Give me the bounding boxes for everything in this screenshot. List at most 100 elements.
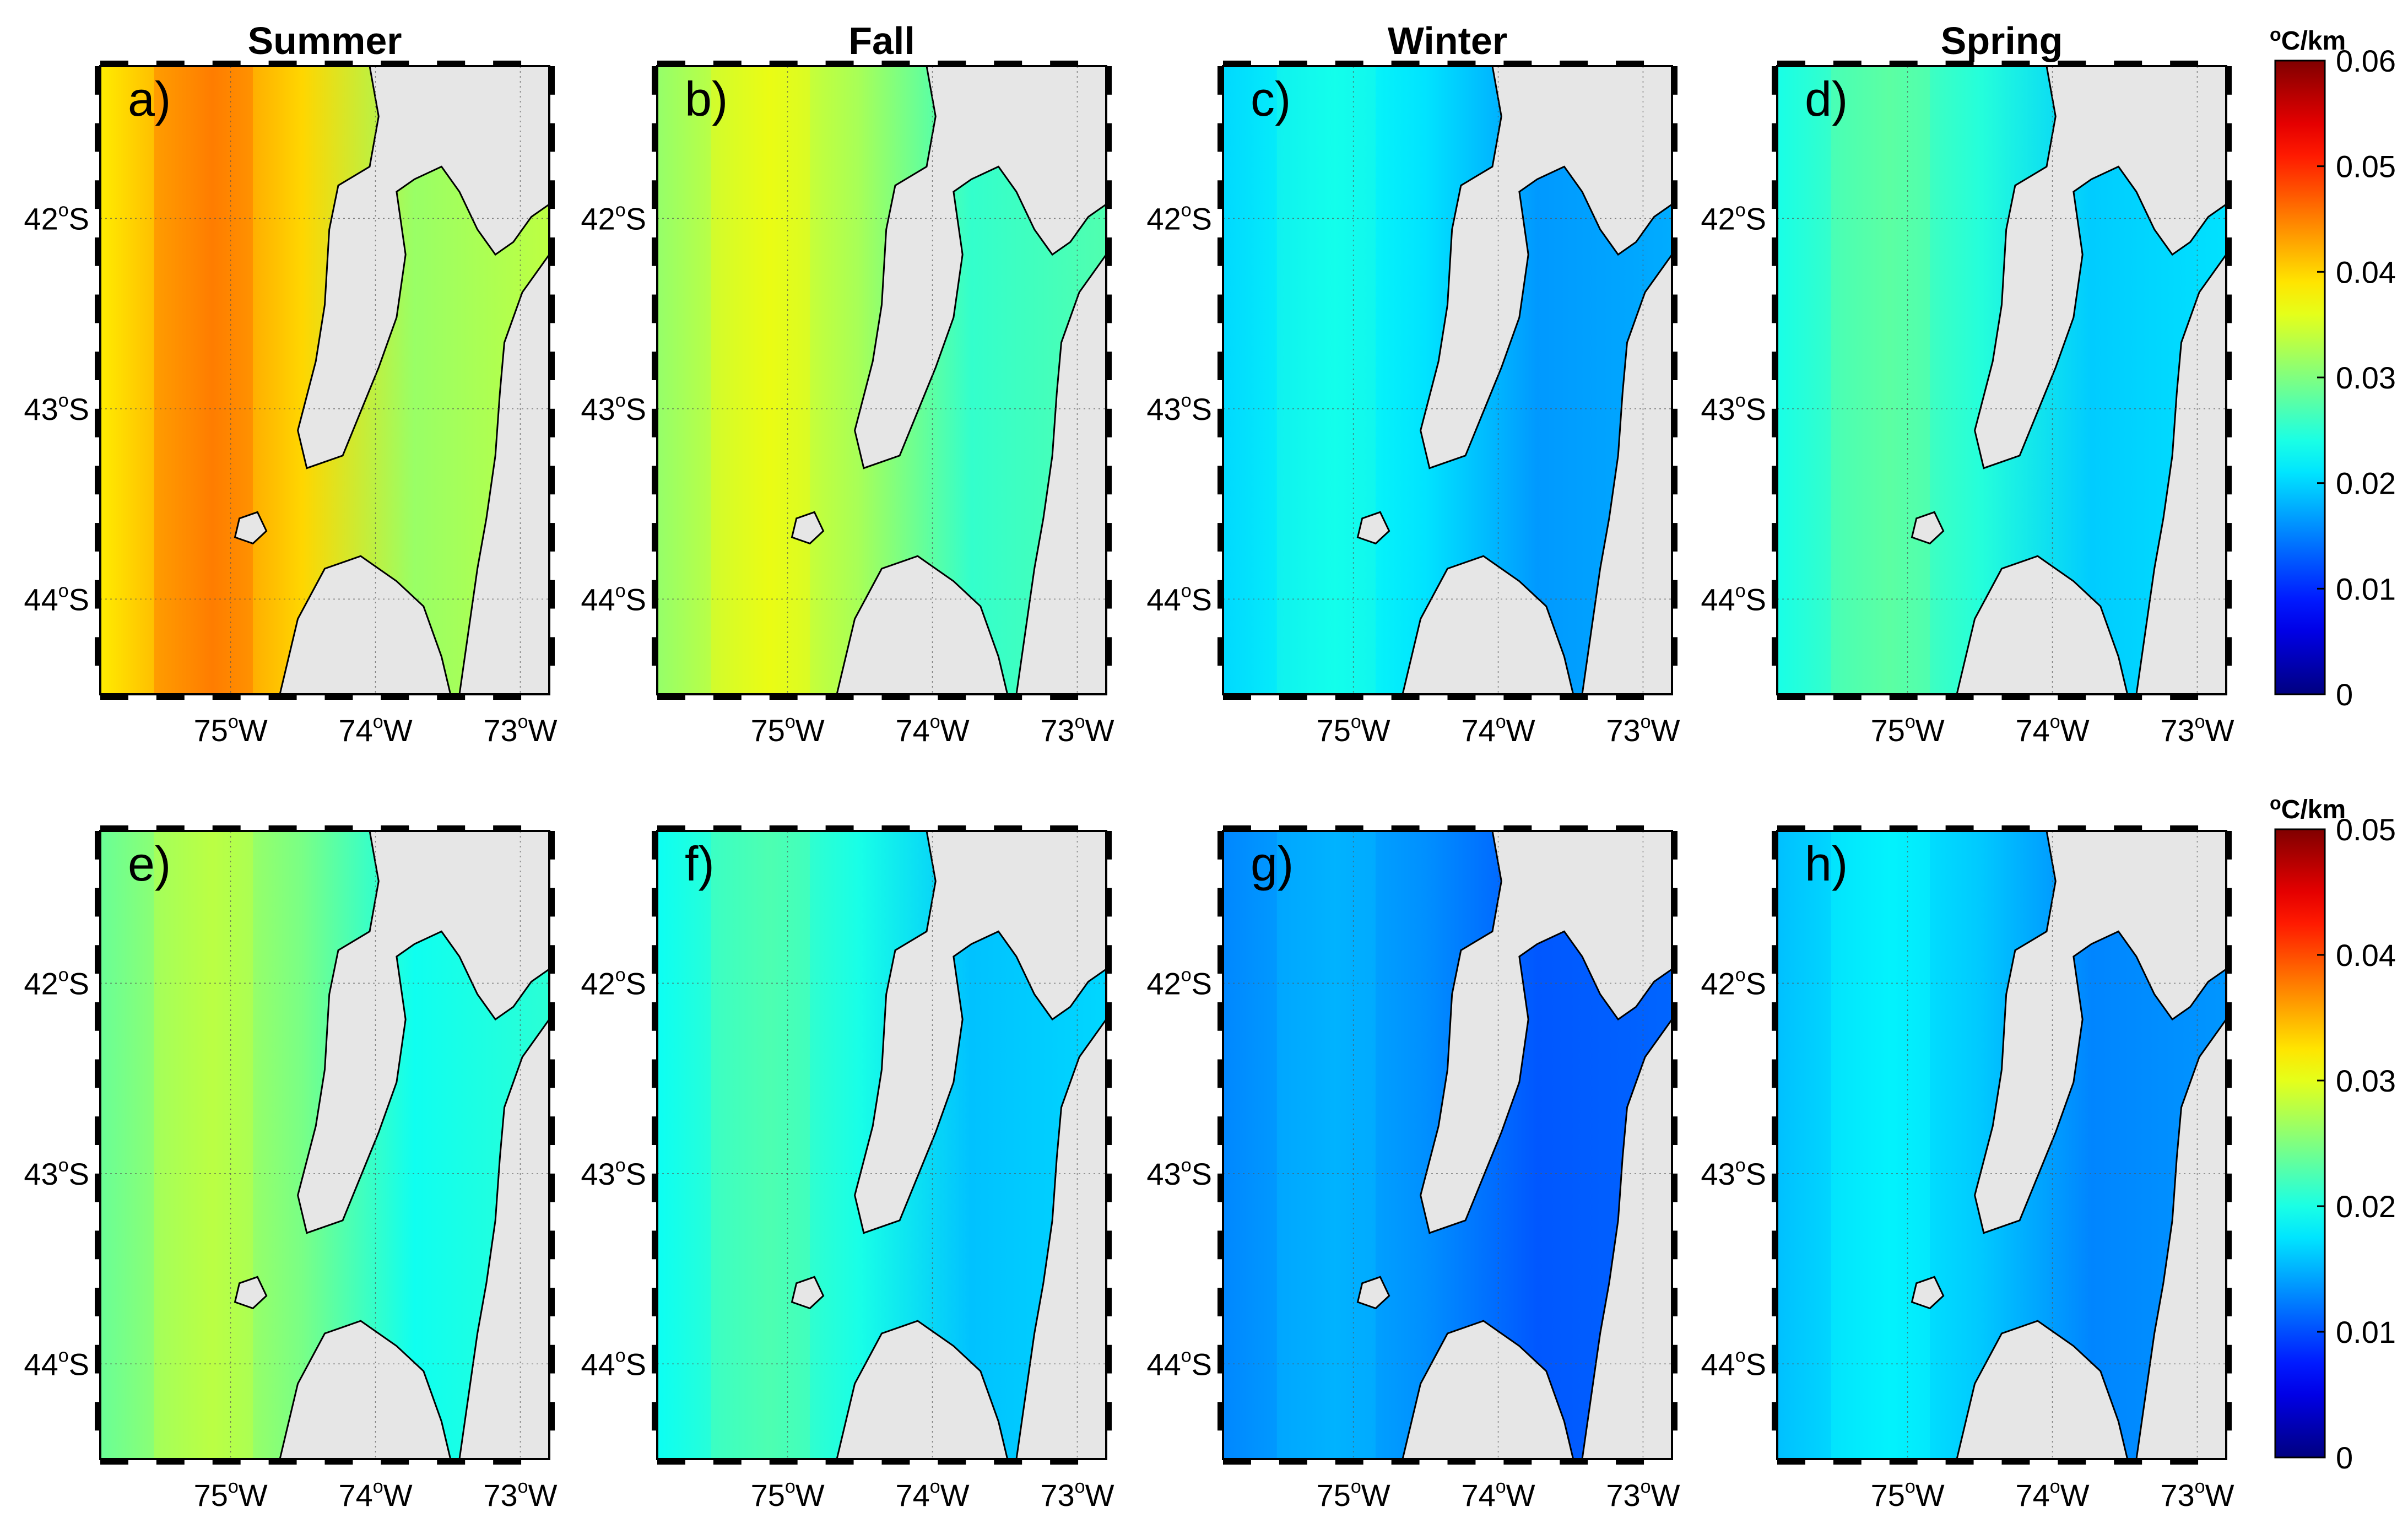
frame-tick-top [268,825,297,831]
frame-tick-bottom [212,694,241,700]
frame-tick-left [1217,408,1223,438]
frame-tick-right [549,466,555,495]
frame-tick-right [2226,831,2232,860]
frame-tick-right [1106,466,1112,495]
frame-tick-top [994,61,1022,66]
frame-tick-left [1217,1230,1223,1260]
frame-tick-top [938,61,966,66]
frame-tick-top [938,825,966,831]
frame-tick-bottom [1391,1459,1420,1465]
frame-tick-top [1391,61,1420,66]
frame-tick-bottom [1616,1459,1644,1465]
panel-a: a) 75oW 74oW 73oW 42oS 43oS 44oS [24,61,558,748]
frame-tick-top [2114,61,2142,66]
frame-tick-bottom [1050,694,1079,700]
frame-tick-left [1217,1288,1223,1316]
frame-tick-left [95,1002,100,1031]
frame-tick-left [95,352,100,380]
colorbar-unit: oC/km [2270,24,2346,56]
frame-tick-right [549,352,555,380]
frame-tick-right [2226,466,2232,495]
frame-tick-top [1391,825,1420,831]
guafo-island [1356,1276,1390,1310]
guafo-island [791,511,825,545]
frame-tick-top [2114,825,2142,831]
frame-tick-right [1106,1059,1112,1088]
x-tick-label: 74oW [895,1476,969,1513]
frame-tick-left [1772,1173,1777,1202]
frame-tick-right [1106,352,1112,380]
frame-tick-top [493,61,522,66]
frame-tick-right [1106,831,1112,860]
y-tick-label: 43oS [1701,1155,1766,1191]
frame-tick-right [1106,1344,1112,1374]
frame-tick-left [652,123,657,152]
frame-tick-left [1217,294,1223,323]
frame-tick-top [2058,825,2086,831]
panel-label: g) [1251,836,1294,891]
frame-tick-bottom [437,1459,466,1465]
frame-tick-left [1772,237,1777,266]
chiloe-island [1420,830,1673,1234]
frame-tick-right [549,1059,555,1088]
offshore-band [1831,66,1930,694]
offshore-band [1831,831,1930,1459]
colorbar-tick-label: 0.05 [2336,149,2396,184]
frame-tick-right [2226,408,2232,438]
frame-tick-bottom [1833,1459,1862,1465]
frame-tick-right [1106,1002,1112,1031]
y-tick-label: 44oS [1701,580,1766,617]
frame-tick-top [825,61,854,66]
frame-tick-left [1772,888,1777,917]
frame-tick-left [1217,888,1223,917]
frame-tick-top [324,825,353,831]
frame-tick-bottom [1335,1459,1363,1465]
frame-tick-right [549,1402,555,1431]
frame-tick-right [2226,1116,2232,1145]
frame-tick-left [1772,1002,1777,1031]
colorbar-ramp [2274,828,2326,1459]
frame-tick-left [95,523,100,552]
frame-tick-left [95,466,100,495]
frame-tick-left [1217,637,1223,666]
colorbar-tick-label: 0.03 [2336,1063,2396,1098]
frame-tick-right [2226,888,2232,917]
frame-tick-left [1772,637,1777,666]
frame-tick-top [2001,825,2030,831]
x-tick-label: 73oW [1040,711,1114,748]
frame-tick-bottom [493,694,522,700]
frame-tick-bottom [1447,1459,1476,1465]
frame-tick-left [95,1230,100,1260]
frame-tick-top [713,61,742,66]
frame-tick-top [100,61,128,66]
frame-tick-left [1772,1059,1777,1088]
frame-tick-top [1223,61,1251,66]
frame-tick-bottom [1945,1459,1974,1465]
frame-tick-bottom [156,694,185,700]
frame-tick-top [713,825,742,831]
frame-tick-left [1217,180,1223,209]
colorbar-tick-label: 0.01 [2336,571,2396,606]
colorbar-tick-label: 0.04 [2336,255,2396,289]
y-tick-label: 42oS [1701,964,1766,1001]
frame-tick-bottom [938,694,966,700]
panel-c: c) 75oW 74oW 73oW 42oS 43oS 44oS [1146,61,1680,748]
offshore-band [711,66,810,694]
colorbar-tick-label: 0.02 [2336,1189,2396,1224]
colorbar-tick-label: 0.05 [2336,812,2396,847]
chiloe-island [1974,65,2227,469]
frame-tick-top [2170,825,2199,831]
frame-tick-right [1672,1059,1678,1088]
frame-tick-right [2226,237,2232,266]
frame-tick-bottom [2114,694,2142,700]
offshore-band [154,831,253,1459]
frame-tick-left [1217,1344,1223,1374]
frame-tick-top [1889,61,1918,66]
southern-islands [279,1320,452,1460]
chiloe-island [297,65,550,469]
frame-tick-bottom [268,1459,297,1465]
colorbar-tick-label: 0.04 [2336,938,2396,973]
frame-tick-top [1279,825,1307,831]
y-tick-label: 43oS [581,390,646,426]
frame-tick-bottom [1777,1459,1805,1465]
